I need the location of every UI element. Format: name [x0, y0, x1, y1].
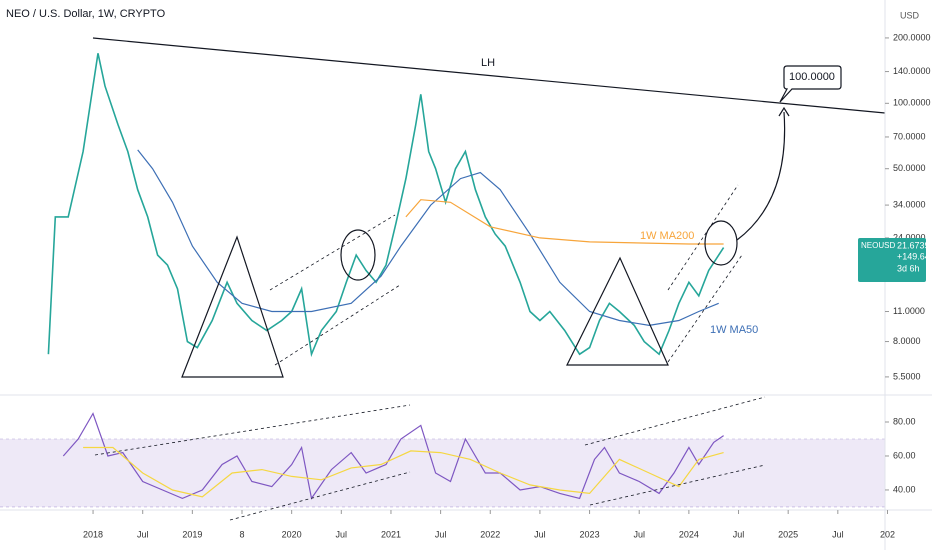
y-tick-label: 5.5000 — [893, 371, 921, 381]
series-line — [405, 199, 724, 245]
x-tick-label: 2018 — [83, 529, 103, 539]
channel-line — [94, 404, 411, 456]
y-tick-label: 34.0000 — [893, 199, 926, 209]
price-tag-symbol: NEOUSD — [861, 241, 895, 250]
series-line — [47, 53, 725, 358]
circle — [340, 229, 376, 281]
channel-line — [229, 471, 411, 521]
y-tick-label: 50.0000 — [893, 163, 926, 173]
series-line — [62, 412, 724, 500]
symbol-title: NEO / U.S. Dollar, 1W, CRYPTO — [6, 8, 166, 20]
x-tick-label: Jul — [435, 529, 447, 539]
circle — [704, 220, 738, 266]
x-tick-label: 2021 — [381, 529, 401, 539]
y-tick-label: 200.0000 — [893, 32, 931, 42]
x-tick-label: Jul — [832, 529, 844, 539]
x-tick-label: 2022 — [480, 529, 500, 539]
channel-line — [667, 254, 743, 363]
x-tick-label: Jul — [733, 529, 745, 539]
y-tick-label: 60.00 — [893, 450, 916, 460]
price-tag-price: 21.6739 — [897, 240, 930, 250]
rsi-band — [0, 438, 885, 507]
lh-trendline — [92, 37, 886, 114]
series-line — [83, 446, 724, 498]
series-layer — [47, 53, 725, 500]
arrow — [736, 111, 786, 241]
target-callout — [779, 65, 842, 103]
arrow-head — [778, 106, 790, 117]
triangle — [566, 256, 669, 366]
triangle — [181, 235, 284, 378]
price-tag — [858, 238, 926, 282]
channel-line — [584, 396, 766, 446]
channel-line — [274, 284, 401, 366]
y-tick-label: 8.0000 — [893, 336, 921, 346]
x-tick-label: 8 — [239, 529, 244, 539]
x-tick-label: Jul — [137, 529, 149, 539]
y-tick-label: 140.0000 — [893, 66, 931, 76]
y-tick-label: 70.0000 — [893, 131, 926, 141]
price-tag-change: +149.64% — [897, 251, 932, 261]
ma200-label: 1W MA200 — [640, 230, 694, 242]
rsi-band-layer — [0, 438, 885, 508]
series-line — [137, 149, 719, 327]
x-tick-label: 2019 — [182, 529, 202, 539]
price-tag-countdown: 3d 6h — [897, 263, 920, 273]
target-label: 100.0000 — [789, 71, 835, 83]
currency: USD — [900, 10, 920, 20]
x-tick-label: 2024 — [679, 529, 699, 539]
y-tick-label: 24.0000 — [893, 232, 926, 242]
y-tick-label: 80.00 — [893, 416, 916, 426]
y-tick-label: 100.0000 — [893, 98, 931, 108]
x-tick-label: Jul — [633, 529, 645, 539]
x-tick-label: 202 — [880, 529, 895, 539]
x-tick-label: 2020 — [282, 529, 302, 539]
lh-label: LH — [481, 57, 495, 69]
x-tick-label: 2025 — [778, 529, 798, 539]
x-tick-label: Jul — [336, 529, 348, 539]
y-tick-label: 40.00 — [893, 484, 916, 494]
x-tick-label: Jul — [534, 529, 546, 539]
channel-line — [269, 214, 396, 291]
y-tick-label: 11.0000 — [893, 306, 925, 316]
ma50-label: 1W MA50 — [710, 324, 758, 336]
x-tick-label: 2023 — [580, 529, 600, 539]
